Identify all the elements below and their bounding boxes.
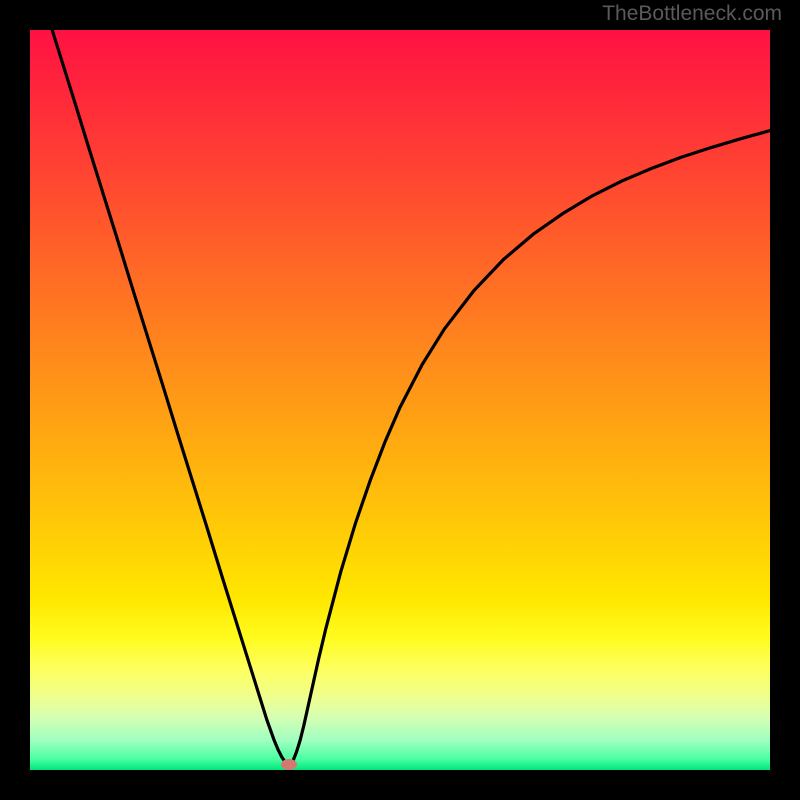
chart-frame: TheBottleneck.com (0, 0, 800, 800)
curve-path (52, 30, 770, 764)
plot-area (30, 30, 770, 770)
bottleneck-curve (30, 30, 770, 770)
optimal-point-marker (281, 759, 297, 770)
watermark-text: TheBottleneck.com (602, 2, 782, 26)
